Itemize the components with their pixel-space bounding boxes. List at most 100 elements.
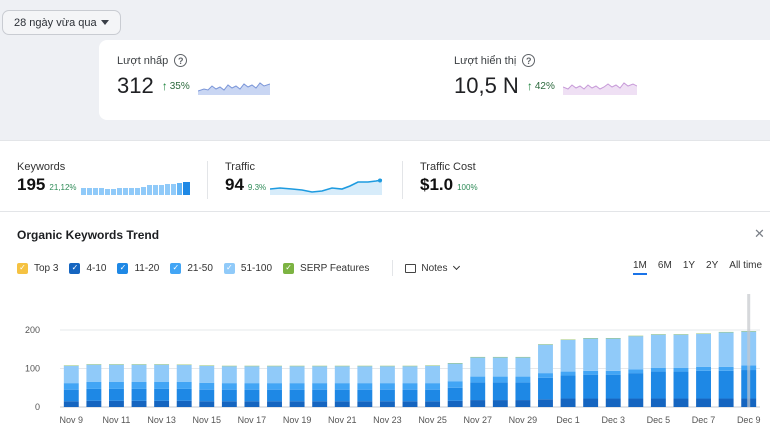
bar-segment[interactable] bbox=[86, 364, 102, 382]
bar-segment[interactable] bbox=[379, 401, 395, 407]
bar-segment[interactable] bbox=[154, 388, 170, 401]
bar-segment[interactable] bbox=[492, 382, 508, 401]
bar-segment[interactable] bbox=[470, 376, 486, 383]
bar-segment[interactable] bbox=[131, 381, 147, 389]
bar-segment[interactable] bbox=[605, 398, 621, 407]
impressions-metric[interactable]: Lượt hiển thị? 10,5 N ↑ 42% bbox=[454, 54, 637, 99]
bar-segment[interactable] bbox=[334, 389, 350, 402]
checkbox-icon[interactable]: ✓ bbox=[69, 262, 81, 274]
bar-segment[interactable] bbox=[289, 389, 305, 402]
bar-segment[interactable] bbox=[583, 398, 599, 407]
bar-segment[interactable] bbox=[470, 357, 486, 377]
bar-segment[interactable] bbox=[199, 401, 215, 407]
bar-segment[interactable] bbox=[357, 389, 373, 402]
range-tab-6m[interactable]: 6M bbox=[657, 260, 672, 271]
bar-segment[interactable] bbox=[718, 332, 734, 367]
bar-segment[interactable] bbox=[131, 364, 147, 382]
bar-segment[interactable] bbox=[357, 383, 373, 390]
bar-segment[interactable] bbox=[696, 370, 711, 399]
bar-segment[interactable] bbox=[538, 373, 553, 378]
bar-segment[interactable] bbox=[154, 364, 170, 382]
bar-segment[interactable] bbox=[267, 366, 282, 384]
bar-segment[interactable] bbox=[628, 336, 644, 370]
bar-segment[interactable] bbox=[176, 365, 192, 382]
bar-segment[interactable] bbox=[379, 383, 395, 390]
bar-segment[interactable] bbox=[176, 388, 192, 401]
legend-21-50[interactable]: ✓ 21-50 bbox=[170, 262, 213, 274]
bar-segment[interactable] bbox=[244, 401, 260, 407]
bar-segment[interactable] bbox=[221, 383, 237, 390]
bar-segment[interactable] bbox=[154, 381, 170, 389]
range-tab-1y[interactable]: 1Y bbox=[682, 260, 696, 271]
bar-segment[interactable] bbox=[63, 365, 79, 384]
bar-segment[interactable] bbox=[221, 366, 237, 384]
date-range-dropdown[interactable]: 28 ngày vừa qua bbox=[2, 10, 121, 35]
bar-segment[interactable] bbox=[492, 376, 508, 383]
bar-segment[interactable] bbox=[199, 382, 215, 390]
bar-segment[interactable] bbox=[334, 366, 350, 384]
bar-segment[interactable] bbox=[402, 389, 418, 402]
bar-segment[interactable] bbox=[515, 357, 531, 377]
help-icon[interactable]: ? bbox=[174, 54, 188, 67]
bar-segment[interactable] bbox=[673, 371, 689, 399]
bar-segment[interactable] bbox=[515, 382, 531, 401]
bar-segment[interactable] bbox=[673, 334, 689, 368]
close-icon[interactable]: ✕ bbox=[754, 226, 765, 241]
checkbox-icon[interactable]: ✓ bbox=[223, 262, 235, 274]
bar-segment[interactable] bbox=[718, 366, 734, 371]
bar-segment[interactable] bbox=[628, 398, 644, 407]
bar-segment[interactable] bbox=[312, 389, 328, 402]
bar-segment[interactable] bbox=[447, 363, 463, 382]
checkbox-icon[interactable]: ✓ bbox=[170, 262, 182, 274]
bar-segment[interactable] bbox=[650, 371, 666, 399]
bar-segment[interactable] bbox=[63, 383, 79, 390]
keywords-trend-chart[interactable]: 0 100 200 Nov 9 Nov 11 Nov 13 Nov 15 Nov 17 Nov … bbox=[0, 292, 770, 433]
bar-segment[interactable] bbox=[131, 400, 147, 407]
bar-segment[interactable] bbox=[176, 381, 192, 389]
bar-segment[interactable] bbox=[628, 373, 644, 399]
bar-segment[interactable] bbox=[447, 381, 463, 388]
bar-segment[interactable] bbox=[402, 383, 418, 390]
bar-segment[interactable] bbox=[357, 366, 373, 384]
bar-segment[interactable] bbox=[312, 366, 328, 384]
bar-segment[interactable] bbox=[538, 377, 553, 400]
bar-segment[interactable] bbox=[109, 388, 124, 401]
bar-segment[interactable] bbox=[718, 370, 734, 399]
bar-segment[interactable] bbox=[605, 374, 621, 399]
bar-segment[interactable] bbox=[492, 357, 508, 377]
bar-segment[interactable] bbox=[86, 400, 102, 407]
keywords-kpi[interactable]: Keywords 195 21,12% bbox=[17, 161, 193, 195]
bar-segment[interactable] bbox=[199, 365, 215, 383]
bar-segment[interactable] bbox=[402, 401, 418, 407]
checkbox-icon[interactable]: ✓ bbox=[17, 262, 28, 274]
bar-segment[interactable] bbox=[673, 398, 689, 407]
notes-dropdown[interactable]: Notes bbox=[392, 260, 461, 276]
bar-segment[interactable] bbox=[673, 367, 689, 372]
bar-segment[interactable] bbox=[109, 381, 124, 389]
bar-segment[interactable] bbox=[492, 400, 508, 407]
bar-segment[interactable] bbox=[718, 398, 734, 407]
bar-segment[interactable] bbox=[425, 389, 441, 402]
bar-segment[interactable] bbox=[605, 338, 621, 371]
bar-segment[interactable] bbox=[86, 381, 102, 389]
bar-segment[interactable] bbox=[447, 400, 463, 407]
bar-segment[interactable] bbox=[312, 401, 328, 407]
legend-51-100[interactable]: ✓ 51-100 bbox=[223, 262, 272, 274]
bar-segment[interactable] bbox=[583, 374, 599, 399]
bar-segment[interactable] bbox=[696, 333, 711, 367]
bar-segment[interactable] bbox=[86, 388, 102, 401]
bar-segment[interactable] bbox=[447, 387, 463, 401]
bar-segment[interactable] bbox=[515, 400, 531, 407]
bar-segment[interactable] bbox=[289, 401, 305, 407]
bar-segment[interactable] bbox=[650, 367, 666, 372]
bar-segment[interactable] bbox=[267, 401, 282, 407]
bar-segment[interactable] bbox=[244, 383, 260, 390]
bar-segment[interactable] bbox=[470, 400, 486, 407]
clicks-metric[interactable]: Lượt nhấp? 312 ↑ 35% bbox=[117, 54, 270, 99]
legend-4-10[interactable]: ✓ 4-10 bbox=[69, 262, 106, 274]
traffic-cost-kpi[interactable]: Traffic Cost $1.0 100% bbox=[420, 161, 478, 195]
bar-segment[interactable] bbox=[425, 383, 441, 390]
bar-segment[interactable] bbox=[560, 375, 576, 399]
range-tab-all-time[interactable]: All time bbox=[729, 260, 763, 271]
legend-top-3[interactable]: ✓ Top 3 bbox=[17, 262, 58, 274]
